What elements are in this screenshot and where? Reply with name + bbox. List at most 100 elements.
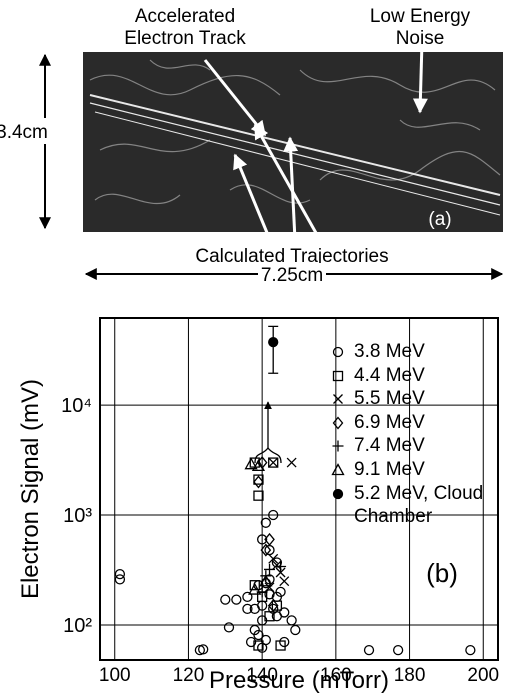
legend-entry: 4.4 MeV (328, 364, 500, 388)
point (248, 582, 262, 595)
noise-label: Low Energy (370, 6, 471, 27)
point (275, 567, 286, 578)
point (264, 611, 275, 622)
point (251, 459, 266, 472)
point (332, 416, 344, 430)
y-tick-label: 10³ (63, 505, 92, 527)
point (271, 600, 283, 611)
point (114, 568, 126, 580)
point (253, 475, 264, 489)
x-tick-label: 100 (99, 665, 131, 686)
point (223, 622, 235, 633)
point (465, 644, 476, 656)
legend: 3.8 MeV 4.4 MeV 5.5 MeV 6.9 MeV 7.4 MeV 9.1 M… (328, 340, 500, 529)
point (114, 574, 126, 585)
point (256, 642, 268, 653)
y-tick-label: 10² (63, 615, 92, 637)
point (260, 517, 271, 528)
track-label: Electron Track (124, 28, 246, 49)
point (332, 440, 344, 452)
point (244, 457, 258, 470)
legend-label: 4.4 MeV (354, 364, 425, 386)
x-tick-label: 200 (467, 665, 499, 686)
point (332, 346, 344, 358)
point (286, 615, 297, 626)
noise-label: Noise (396, 28, 445, 49)
point (279, 607, 290, 618)
legend-label: 9.1 MeV (354, 458, 425, 480)
legend-marker (331, 463, 345, 476)
panel-label: (a) (428, 209, 451, 230)
legend-entry: 6.9 MeV (328, 411, 500, 435)
point (279, 636, 290, 648)
point (268, 509, 279, 521)
legend-entry: 5.2 MeV, Cloud Chamber (328, 482, 500, 529)
point (231, 594, 242, 605)
point (363, 644, 375, 656)
label-backdrop (2, 118, 46, 144)
point (253, 474, 264, 485)
height-label: 3.4cm (0, 122, 48, 143)
point (279, 576, 290, 587)
point (264, 532, 275, 546)
y-tick-label: 10⁴ (61, 395, 92, 417)
point (332, 370, 344, 381)
x-tick-label: 120 (173, 665, 205, 686)
x-tick-label: 160 (320, 665, 352, 686)
error-bar (268, 325, 279, 374)
legend-label: 6.9 MeV (354, 411, 425, 433)
legend-entry: 9.1 MeV (328, 458, 500, 482)
point (242, 603, 253, 615)
legend-entry: 7.4 MeV (328, 434, 500, 458)
point (264, 563, 276, 575)
point (392, 644, 404, 656)
point (256, 534, 268, 545)
legend-label: 5.2 MeV, Cloud Chamber (354, 482, 484, 528)
point (198, 644, 209, 655)
y-axis-label: Electron Signal (mV) (17, 379, 44, 599)
point (264, 589, 275, 600)
point (275, 561, 287, 573)
threshold-annotation (254, 401, 282, 464)
point (331, 463, 345, 476)
width-label: 7.25cm (261, 265, 323, 286)
legend-marker (333, 394, 343, 405)
x-tick-label: 180 (394, 665, 426, 686)
point (245, 636, 257, 648)
point (253, 629, 264, 641)
point (333, 394, 343, 405)
point (268, 553, 279, 564)
legend-marker (332, 488, 344, 499)
point (332, 488, 344, 499)
point (271, 560, 282, 571)
legend-label: 3.8 MeV (354, 341, 425, 362)
legend-marker (332, 416, 344, 430)
point (220, 594, 231, 605)
point (242, 591, 253, 603)
point (286, 457, 297, 468)
plot-frame (99, 317, 499, 661)
x-axis-label: Pressure (mTorr) (209, 667, 389, 694)
point (275, 640, 286, 651)
point (268, 457, 279, 468)
track-label: Accelerated (135, 6, 235, 27)
point (264, 582, 275, 593)
legend-marker (332, 346, 344, 358)
point (253, 640, 264, 651)
point (290, 624, 301, 636)
point (259, 574, 273, 587)
photo-texture (89, 59, 501, 205)
legend-label: 7.4 MeV (354, 435, 425, 457)
legend-entry: 5.5 MeV (328, 387, 500, 411)
point (268, 457, 279, 468)
point (267, 599, 279, 613)
label-backdrop (258, 263, 326, 287)
x-tick-label: 140 (246, 665, 278, 686)
point (260, 543, 272, 557)
pointer-arrows (203, 41, 428, 241)
point (268, 336, 279, 348)
panel-label: (b) (426, 558, 458, 588)
legend-label: 5.5 MeV (354, 388, 425, 410)
